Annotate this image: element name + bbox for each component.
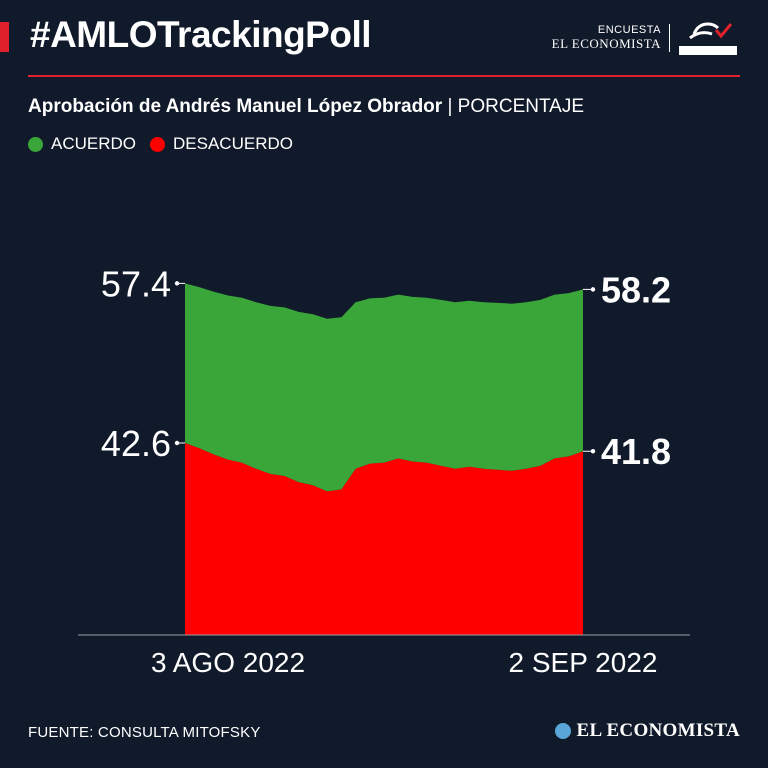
desacuerdo-start-dot	[174, 440, 180, 446]
subtitle-main: Aprobación de Andrés Manuel López Obrado…	[28, 96, 443, 117]
legend-dot-acuerdo	[28, 136, 43, 152]
header-brand: ENCUESTA EL ECONOMISTA	[552, 16, 740, 60]
desacuerdo-start-label: 42.6	[101, 423, 171, 464]
footer-brand: EL ECONOMISTA	[554, 720, 741, 742]
legend-label-acuerdo: ACUERDO	[51, 134, 137, 153]
desacuerdo-end-label: 41.8	[601, 431, 671, 472]
acuerdo-end-dot	[590, 287, 596, 292]
x-label-start: 3 AGO 2022	[151, 647, 305, 678]
legend-item-desacuerdo: DESACUERDO	[150, 134, 293, 154]
source-note: FUENTE: CONSULTA MITOFSKY	[28, 724, 261, 741]
encuesta-brand: ENCUESTA EL ECONOMISTA	[552, 24, 670, 52]
desacuerdo-area	[185, 443, 583, 635]
legend-item-acuerdo: ACUERDO	[28, 134, 136, 154]
legend-dot-desacuerdo	[150, 136, 166, 152]
legend: ACUERDO DESACUERDO	[28, 134, 307, 154]
acuerdo-start-dot	[174, 281, 180, 286]
consulta-mitofsky-logo	[679, 22, 737, 55]
encuesta-label: ENCUESTA	[597, 24, 661, 36]
acuerdo-area	[185, 283, 583, 492]
footer-brand-name: EL ECONOMISTA	[576, 720, 740, 741]
desacuerdo-end-dot	[590, 449, 596, 454]
x-label-end: 2 SEP 2022	[509, 647, 658, 678]
legend-label-desacuerdo: DESACUERDO	[173, 134, 293, 153]
accent-bar	[0, 22, 9, 52]
globe-icon	[554, 723, 571, 739]
header-rule	[28, 75, 740, 77]
acuerdo-end-label: 58.2	[601, 269, 671, 310]
acuerdo-start-label: 57.4	[101, 263, 171, 304]
chart-subtitle: Aprobación de Andrés Manuel López Obrado…	[28, 96, 584, 118]
page-title: #AMLOTrackingPoll	[30, 14, 372, 55]
subtitle-unit: PORCENTAJE	[457, 96, 585, 117]
el-economista-label: EL ECONOMISTA	[551, 36, 661, 51]
subtitle-separator: |	[447, 96, 458, 117]
